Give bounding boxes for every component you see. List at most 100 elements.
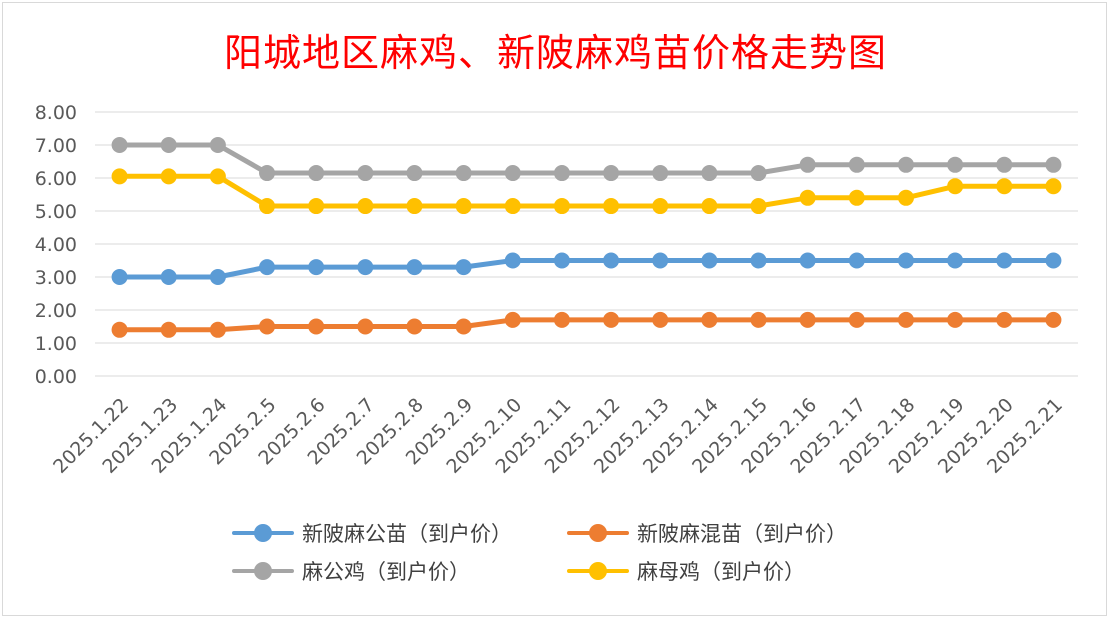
series-2-point-8 [504,311,521,328]
series-3-point-5 [357,165,374,182]
series-1-point-8 [504,252,521,269]
series-4-point-14 [799,189,816,206]
series-3-point-17 [947,156,964,173]
y-tick-label-7: 7.00 [35,135,77,157]
series-1-point-13 [750,252,767,269]
series-3-point-6 [406,165,423,182]
legend-swatch-4 [567,560,629,582]
legend-item-3[interactable]: 麻公鸡（到户价） [232,556,567,586]
series-2-point-19 [1045,311,1062,328]
legend-label-2: 新陂麻混苗（到户价） [637,522,847,546]
series-1-point-4 [308,259,325,276]
legend-label-3: 麻公鸡（到户价） [302,560,470,584]
series-1-point-18 [996,252,1013,269]
series-4-point-6 [406,198,423,215]
series-3-point-15 [848,156,865,173]
series-1-point-9 [553,252,570,269]
series-line-2 [117,317,1056,333]
y-tick-label-4: 4.00 [35,234,77,256]
series-3-point-0 [111,137,128,153]
series-4-point-3 [259,198,276,215]
series-3-point-4 [308,165,325,182]
legend-item-4[interactable]: 麻母鸡（到户价） [567,556,912,586]
series-2-point-4 [308,318,325,335]
series-2-point-3 [259,318,276,335]
series-4-point-10 [603,198,620,215]
series-2-point-14 [799,311,816,328]
series-2-point-11 [652,311,669,328]
series-4-point-15 [848,189,865,206]
y-tick-label-0: 0.00 [35,366,77,388]
series-1-point-6 [406,259,423,276]
series-4-point-9 [553,198,570,215]
chart-title: 阳城地区麻鸡、新陂麻鸡苗价格走势图 [223,31,887,75]
series-1-point-11 [652,252,669,269]
series-2-point-18 [996,311,1013,328]
series-2-point-1 [160,321,177,338]
series-2-point-13 [750,311,767,328]
series-2-point-0 [111,321,128,338]
series-3-point-9 [553,165,570,182]
series-1-point-14 [799,252,816,269]
series-1-point-16 [897,252,914,269]
series-4-point-18 [996,178,1013,195]
series-1-point-10 [603,252,620,269]
series-1-point-17 [947,252,964,269]
series-2-point-16 [897,311,914,328]
series-2-point-6 [406,318,423,335]
y-tick-label-2: 2.00 [35,300,77,322]
series-3-point-1 [160,137,177,153]
series-4-point-5 [357,198,374,215]
series-1-point-2 [209,269,226,285]
series-3-point-12 [701,165,718,182]
y-tick-label-6: 6.00 [35,168,77,190]
series-1-point-3 [259,259,276,276]
series-3-point-18 [996,156,1013,173]
series-4-point-1 [160,168,177,185]
series-2-point-9 [553,311,570,328]
y-tick-label-8: 8.00 [35,102,77,124]
legend-label-1: 新陂麻公苗（到户价） [302,522,512,546]
series-4-point-19 [1045,178,1062,195]
legend-item-1[interactable]: 新陂麻公苗（到户价） [232,518,567,548]
series-2-point-2 [209,321,226,338]
series-3-point-13 [750,165,767,182]
legend-item-2[interactable]: 新陂麻混苗（到户价） [567,518,912,548]
series-2-point-5 [357,318,374,335]
series-3-point-16 [897,156,914,173]
series-2-point-7 [455,318,472,335]
series-3-point-11 [652,165,669,182]
series-1-point-15 [848,252,865,269]
series-4-point-4 [308,198,325,215]
series-3-point-14 [799,156,816,173]
series-3-point-10 [603,165,620,182]
legend-swatch-3 [232,560,294,582]
series-1-point-1 [160,269,177,285]
legend-swatch-2 [567,522,629,544]
series-2-point-17 [947,311,964,328]
y-tick-label-3: 3.00 [35,267,77,289]
series-3-point-19 [1045,156,1062,173]
series-line-3 [117,142,1056,176]
legend-swatch-1 [232,522,294,544]
legend-label-4: 麻母鸡（到户价） [637,560,805,584]
y-tick-label-5: 5.00 [35,201,77,223]
series-4-point-0 [111,168,128,185]
series-1-point-7 [455,259,472,276]
series-2-point-10 [603,311,620,328]
series-4-point-12 [701,198,718,215]
series-1-point-12 [701,252,718,269]
series-1-point-0 [111,269,128,285]
series-3-point-2 [209,137,226,153]
series-4-point-17 [947,178,964,195]
series-4-point-8 [504,198,521,215]
series-4-point-11 [652,198,669,215]
series-3-point-3 [259,165,276,182]
y-tick-label-1: 1.00 [35,333,77,355]
series-1-point-19 [1045,252,1062,269]
series-3-point-8 [504,165,521,182]
series-1-point-5 [357,259,374,276]
series-line-4 [117,173,1056,209]
